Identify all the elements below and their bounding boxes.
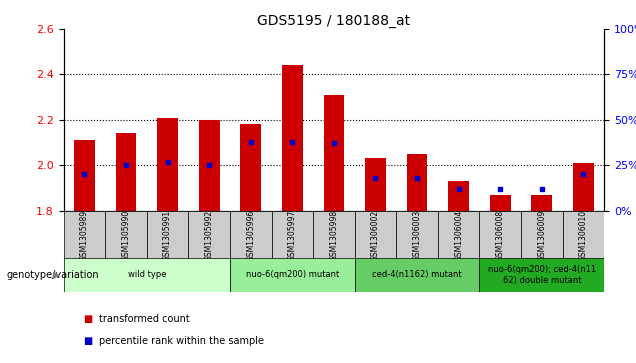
Text: GSM1305990: GSM1305990 (121, 209, 130, 261)
Point (204, 162, 214, 168)
Bar (521, 211, 563, 260)
Bar (365, 158, 386, 211)
Point (370, 175, 380, 181)
Text: nuo-6(qm200); ced-4(n11
62) double mutant: nuo-6(qm200); ced-4(n11 62) double mutan… (488, 265, 596, 285)
Bar (198, 120, 219, 211)
Point (287, 139, 298, 144)
Bar (272, 211, 313, 260)
Bar (448, 181, 469, 211)
Bar (116, 133, 136, 211)
Point (121, 162, 131, 168)
Text: GSM1305997: GSM1305997 (288, 209, 297, 261)
Text: ■: ■ (83, 314, 92, 325)
Bar (480, 258, 604, 292)
Bar (438, 211, 480, 260)
Text: GSM1305996: GSM1305996 (246, 209, 255, 261)
Point (245, 139, 256, 144)
Bar (480, 211, 521, 260)
Bar (188, 211, 230, 260)
Text: GSM1305998: GSM1305998 (329, 209, 338, 261)
Bar (230, 211, 272, 260)
Text: ced-4(n1162) mutant: ced-4(n1162) mutant (372, 270, 462, 280)
Point (453, 186, 464, 192)
Bar (396, 211, 438, 260)
Text: wild type: wild type (128, 270, 166, 280)
Text: GSM1306009: GSM1306009 (537, 209, 546, 261)
Point (537, 186, 547, 192)
Point (578, 171, 588, 177)
Bar (64, 258, 230, 292)
Bar (240, 124, 261, 211)
Bar (324, 95, 344, 211)
Text: GSM1306002: GSM1306002 (371, 209, 380, 261)
Text: GSM1306004: GSM1306004 (454, 209, 463, 261)
Bar (230, 258, 355, 292)
Point (162, 159, 172, 164)
Bar (490, 195, 511, 211)
Bar (74, 140, 95, 211)
Title: GDS5195 / 180188_at: GDS5195 / 180188_at (258, 14, 410, 28)
Text: ■: ■ (83, 336, 92, 346)
Bar (406, 154, 427, 211)
Bar (355, 211, 396, 260)
Bar (105, 211, 147, 260)
Bar (532, 195, 552, 211)
Point (495, 186, 506, 192)
Text: GSM1305992: GSM1305992 (205, 209, 214, 261)
Bar (563, 211, 604, 260)
Text: ▶: ▶ (53, 270, 60, 280)
Text: nuo-6(qm200) mutant: nuo-6(qm200) mutant (245, 270, 339, 280)
Text: GSM1306003: GSM1306003 (413, 209, 422, 261)
Text: genotype/variation: genotype/variation (6, 270, 99, 280)
Bar (355, 258, 480, 292)
Bar (573, 163, 594, 211)
Bar (313, 211, 355, 260)
Text: GSM1306010: GSM1306010 (579, 209, 588, 261)
Text: GSM1305989: GSM1305989 (80, 209, 89, 261)
Text: GSM1306008: GSM1306008 (495, 209, 505, 261)
Bar (157, 118, 178, 211)
Point (80, 171, 90, 177)
Point (329, 140, 339, 146)
Text: GSM1305991: GSM1305991 (163, 209, 172, 261)
Bar (64, 211, 105, 260)
Text: percentile rank within the sample: percentile rank within the sample (99, 336, 263, 346)
Bar (147, 211, 188, 260)
Point (412, 175, 422, 181)
Text: transformed count: transformed count (99, 314, 190, 325)
Bar (282, 65, 303, 211)
